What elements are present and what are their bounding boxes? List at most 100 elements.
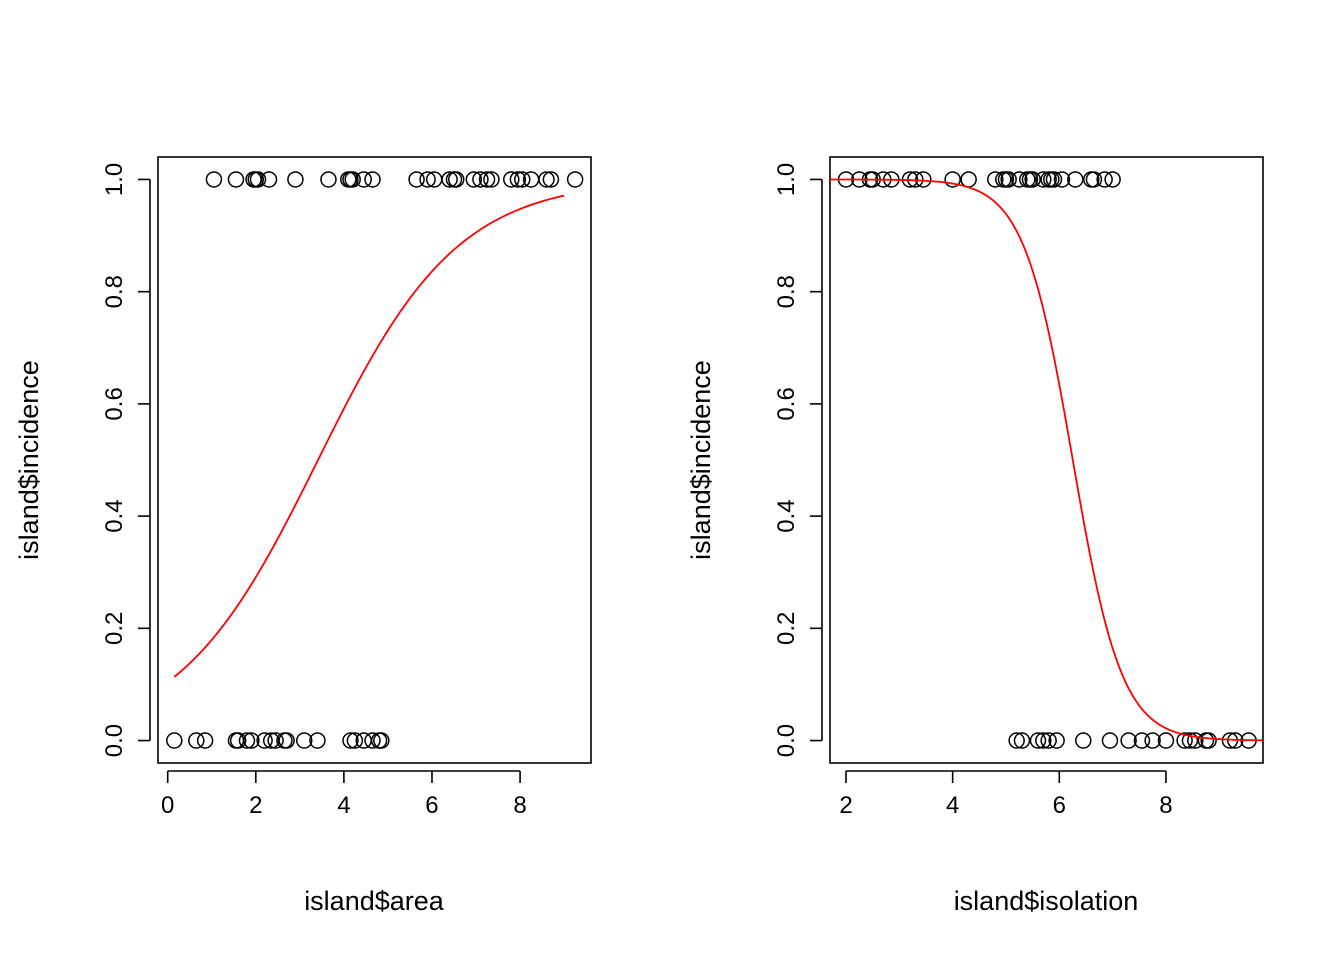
y-tick-label: 0.6 [773, 387, 800, 420]
data-point [441, 171, 458, 188]
data-point [267, 732, 284, 749]
data-point [1104, 171, 1121, 188]
fitted-curve [829, 178, 1264, 742]
y-tick-label: 0.4 [773, 499, 800, 532]
data-point [987, 171, 1004, 188]
data-point [278, 732, 295, 749]
data-point [1187, 732, 1204, 749]
x-tick-label: 4 [337, 792, 350, 819]
x-axis-label: island$isolation [954, 886, 1139, 916]
data-point [1096, 171, 1113, 188]
y-tick-label: 1.0 [101, 163, 128, 196]
data-point [538, 171, 555, 188]
data-points [837, 171, 1257, 749]
x-axis: 2 4 6 8 [839, 770, 1173, 819]
data-point [915, 171, 932, 188]
y-axis-label: island$incidence [686, 360, 716, 560]
y-axis-label: island$incidence [14, 360, 44, 560]
data-point [295, 732, 313, 749]
x-tick-label: 6 [1053, 792, 1066, 819]
data-point [249, 171, 267, 188]
data-point [465, 171, 483, 188]
data-point [256, 732, 273, 749]
data-point [320, 171, 337, 188]
y-tick-label: 0.4 [101, 499, 128, 532]
data-point [1011, 171, 1028, 188]
data-point [1035, 171, 1052, 188]
data-point [1120, 732, 1137, 749]
y-tick-label: 1.0 [773, 163, 800, 196]
y-tick-label: 0.2 [773, 612, 800, 645]
data-point [408, 171, 425, 188]
data-point [287, 171, 304, 188]
data-point [1013, 732, 1031, 749]
data-point [355, 171, 372, 188]
data-point [509, 171, 527, 188]
data-point [514, 171, 531, 188]
data-point [344, 171, 361, 188]
isolation-panel: 2 4 6 8 0.0 0.2 0.4 0.6 0.8 1.0 island$isolation… [686, 156, 1264, 916]
data-point [238, 732, 256, 749]
data-point [1053, 171, 1071, 188]
data-point [425, 171, 443, 188]
data-point [1157, 732, 1175, 749]
data-point [1048, 732, 1065, 749]
data-point [1181, 732, 1199, 749]
data-point [196, 732, 214, 749]
data-point [346, 732, 364, 749]
data-point [1176, 732, 1193, 749]
y-axis: 0.0 0.2 0.4 0.6 0.8 1.0 [773, 163, 823, 757]
data-point [1067, 171, 1084, 188]
data-point [1075, 732, 1092, 749]
y-tick-label: 0.0 [101, 724, 128, 757]
data-point [205, 171, 223, 188]
data-point [566, 171, 584, 188]
data-point [1040, 732, 1057, 749]
fitted-curve [173, 194, 565, 678]
data-point [364, 171, 381, 188]
data-point [503, 171, 520, 188]
data-point [1035, 732, 1052, 749]
data-point [227, 171, 245, 188]
y-tick-label: 0.6 [101, 387, 128, 420]
data-point [1029, 732, 1047, 749]
data-point [483, 171, 500, 188]
data-point [260, 171, 278, 188]
data-point [243, 732, 260, 749]
data-point [419, 171, 436, 188]
data-point [542, 171, 560, 188]
data-point [1144, 732, 1161, 749]
data-point [166, 732, 183, 749]
data-point [472, 171, 489, 188]
data-point [944, 171, 961, 188]
data-point [373, 732, 390, 749]
x-tick-label: 0 [161, 792, 174, 819]
data-point [309, 732, 326, 749]
data-point [188, 732, 205, 749]
y-axis: 0.0 0.2 0.4 0.6 0.8 1.0 [101, 163, 151, 757]
data-point [1200, 732, 1217, 749]
y-tick-label: 0.8 [101, 275, 128, 308]
data-point [1101, 732, 1119, 749]
data-points [166, 171, 584, 749]
data-point [364, 732, 381, 749]
x-tick-label: 2 [249, 792, 262, 819]
data-point [1024, 171, 1041, 188]
data-point [1008, 732, 1025, 749]
x-axis-label: island$area [304, 886, 445, 916]
data-point [1045, 171, 1063, 188]
data-point [447, 171, 465, 188]
data-point [478, 171, 496, 188]
plot-box [157, 156, 592, 764]
plot-box [829, 156, 1264, 764]
y-tick-label: 0.8 [773, 275, 800, 308]
data-point [1085, 171, 1103, 188]
y-tick-label: 0.2 [101, 612, 128, 645]
x-tick-label: 8 [513, 792, 526, 819]
area-panel: 0 2 4 6 8 0.0 0.2 0.4 0.6 0.8 1.0 island$area isl… [14, 156, 592, 916]
x-axis: 0 2 4 6 8 [161, 770, 527, 819]
y-tick-label: 0.0 [773, 724, 800, 757]
data-point [960, 171, 977, 188]
data-point [1000, 171, 1017, 188]
